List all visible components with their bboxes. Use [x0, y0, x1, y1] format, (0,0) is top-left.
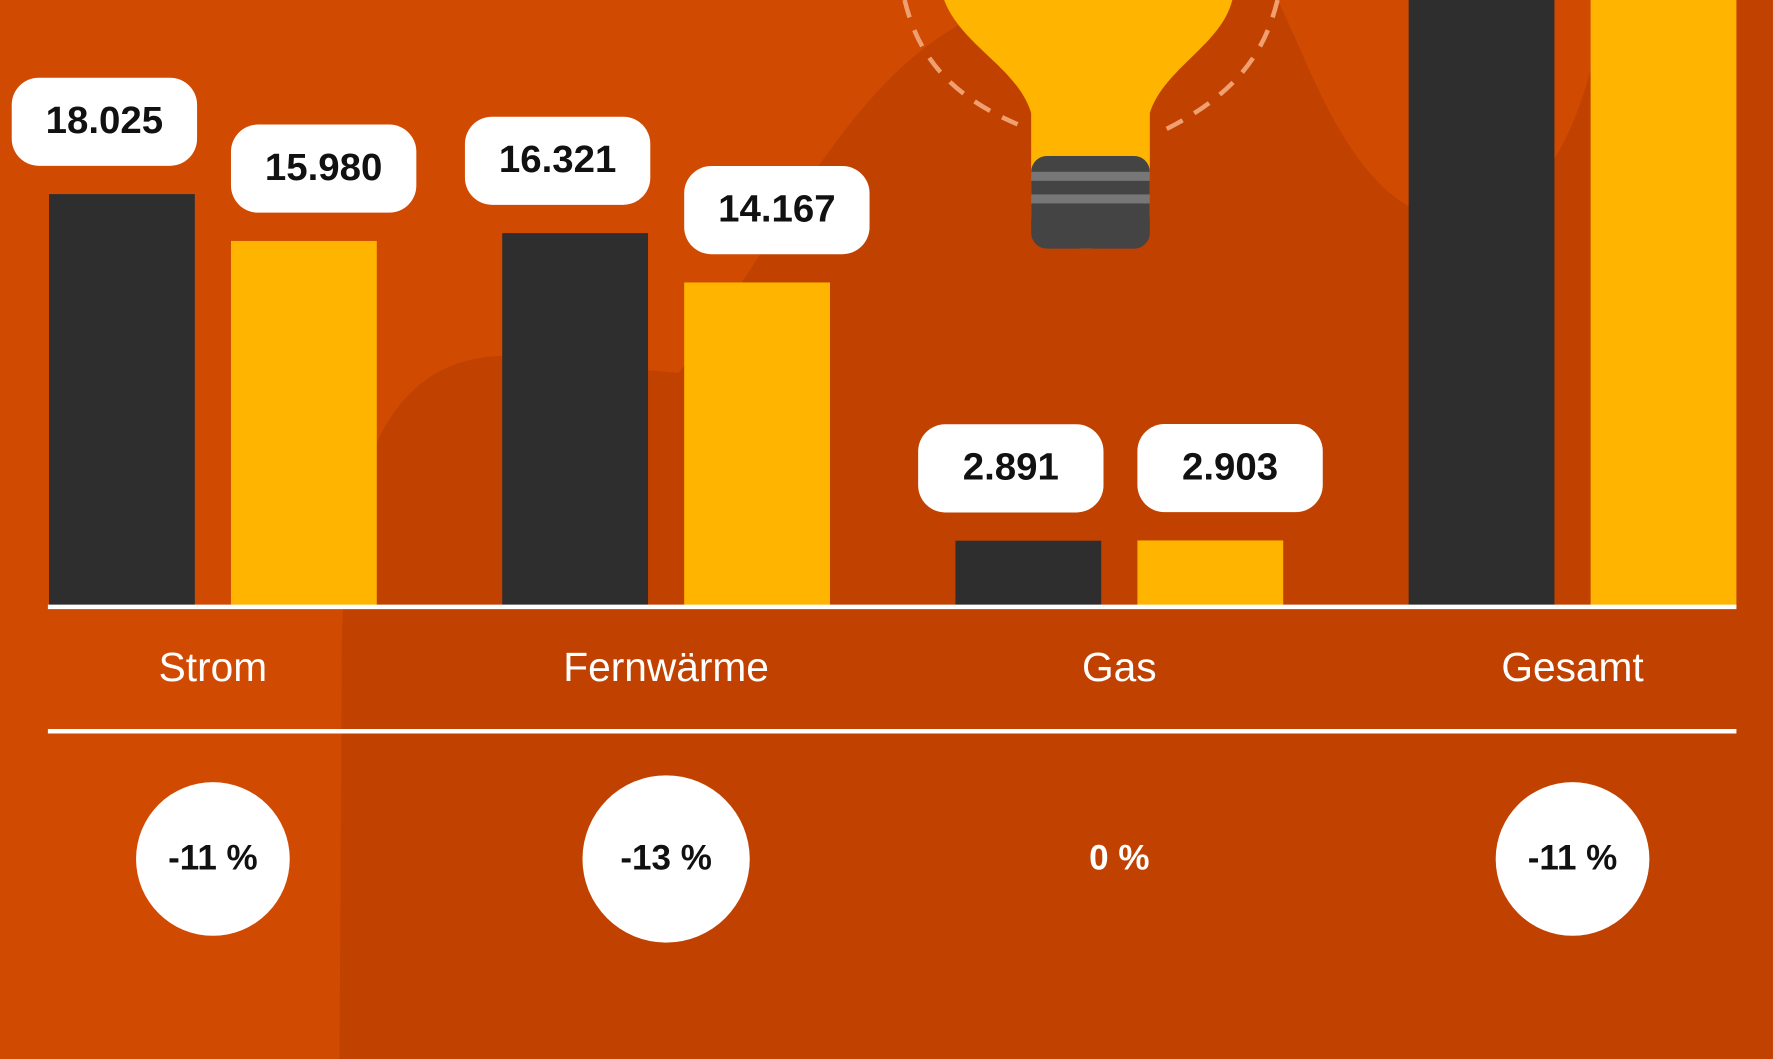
value-label: 2.891	[963, 446, 1059, 489]
change-label: -13 %	[620, 838, 711, 877]
page: {"chart_data":{"type":"bar", "categories…	[0, 0, 1773, 1059]
bar	[231, 241, 377, 607]
bar	[1409, 0, 1555, 607]
change-label: -11 %	[168, 838, 258, 877]
category-label: Fernwärme	[563, 644, 769, 690]
bar	[955, 541, 1101, 607]
bar	[684, 282, 830, 606]
change-label: 0 %	[1089, 838, 1149, 877]
category-label: Strom	[159, 644, 267, 690]
value-label: 14.167	[718, 187, 835, 230]
bar	[1137, 540, 1283, 606]
category-label: Gas	[1082, 644, 1157, 690]
bar	[502, 233, 648, 607]
change-label: -11 %	[1528, 838, 1618, 877]
bar	[49, 194, 195, 607]
value-label: 15.980	[265, 146, 382, 189]
value-label: 16.321	[499, 138, 616, 181]
value-label: 2.903	[1182, 445, 1278, 488]
bar	[1591, 0, 1737, 607]
category-label: Gesamt	[1501, 644, 1643, 690]
value-label: 18.025	[46, 99, 163, 142]
chart: Strom 18.025 15.980 -11 % Fernwärme 16.321 14.…	[0, 0, 1773, 1059]
